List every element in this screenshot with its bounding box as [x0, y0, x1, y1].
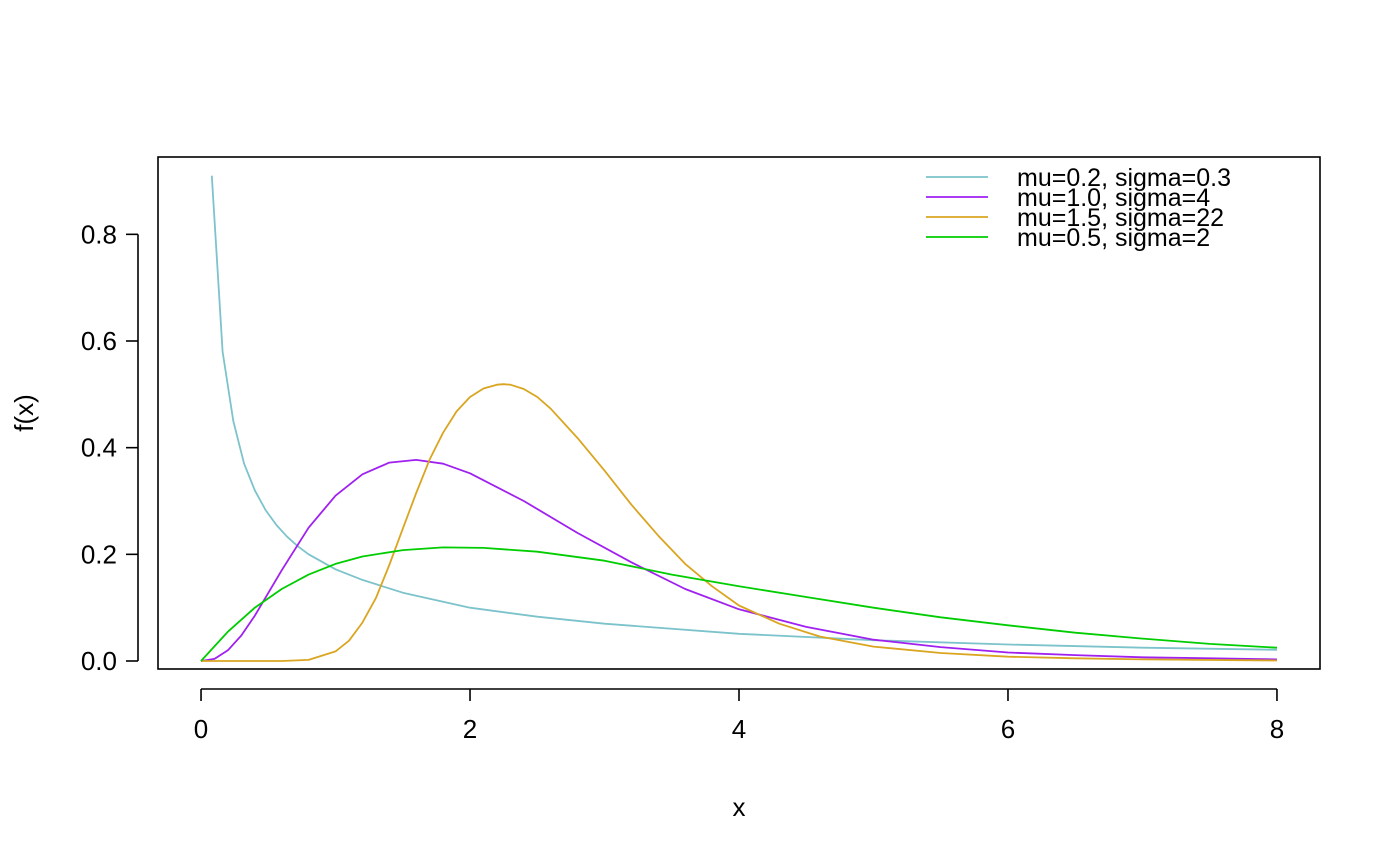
series-layer	[200, 175, 1278, 662]
series-line-3	[201, 383, 1278, 662]
y-tick-label: 0.0	[81, 646, 117, 676]
y-axis-label: f(x)	[9, 394, 39, 432]
y-tick-label: 0.6	[81, 326, 117, 356]
x-axis: 0 2 4 6 8	[194, 688, 1284, 744]
series-line-2	[200, 458, 1278, 662]
y-tick-label: 0.4	[81, 433, 117, 463]
legend-label-4: mu=0.5, sigma=2	[1017, 224, 1210, 252]
plot-frame	[157, 156, 1321, 670]
y-tick-label: 0.8	[81, 219, 117, 249]
x-tick-label: 2	[463, 714, 477, 744]
legend-label-3: mu=1.5, sigma=22	[1017, 204, 1224, 232]
legend-label-2: mu=1.0, sigma=4	[1017, 184, 1210, 212]
y-axis: 0.0 0.2 0.4 0.6 0.8	[81, 219, 139, 676]
y-tick-label: 0.2	[81, 539, 117, 569]
legend: mu=0.2, sigma=0.3mu=1.0, sigma=4mu=1.5, …	[926, 164, 1231, 252]
x-tick-label: 4	[732, 714, 746, 744]
series-line-4	[200, 546, 1278, 662]
x-tick-label: 6	[1001, 714, 1015, 744]
x-axis-label: x	[733, 792, 746, 822]
legend-label-1: mu=0.2, sigma=0.3	[1017, 164, 1231, 192]
x-tick-label: 8	[1270, 714, 1284, 744]
x-tick-label: 0	[194, 714, 208, 744]
